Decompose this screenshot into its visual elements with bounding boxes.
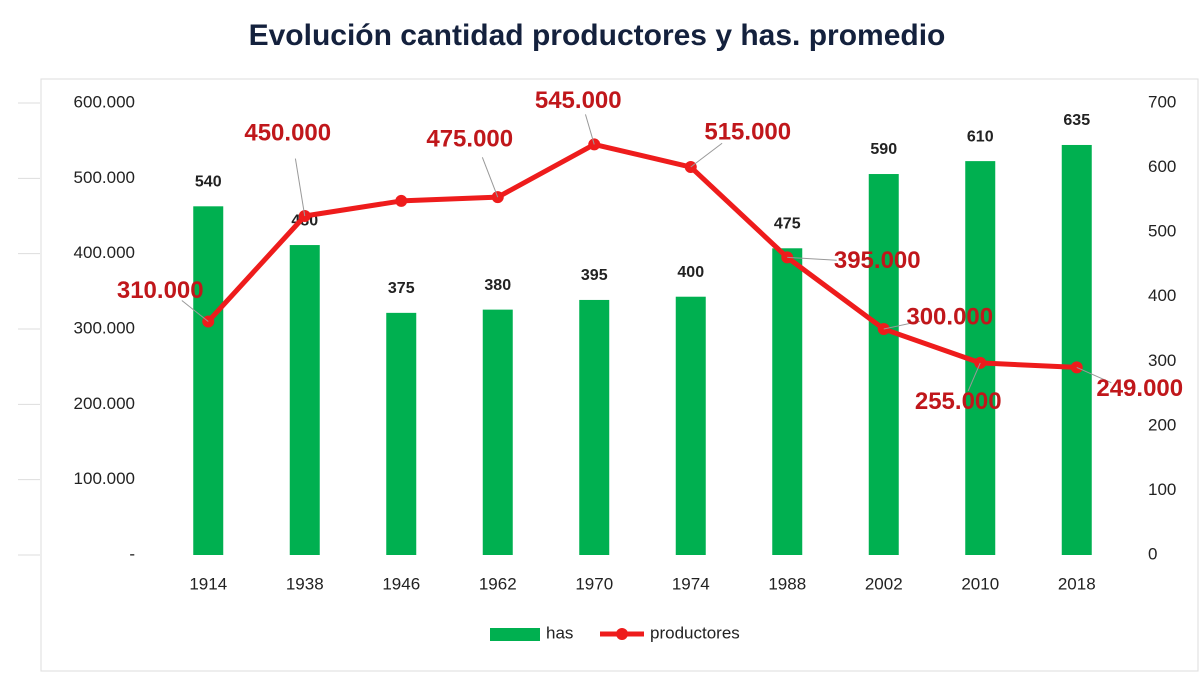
y2-tick-label: 400 — [1148, 286, 1176, 305]
y-tick-label: 500.000 — [74, 168, 135, 187]
bar-value-label: 375 — [388, 280, 415, 297]
bar-value-label: 590 — [870, 141, 897, 158]
bar — [772, 248, 803, 556]
bar-value-label: 395 — [581, 267, 608, 284]
y-tick-label: 100.000 — [74, 469, 135, 488]
bar — [1061, 144, 1092, 555]
x-tick-label: 2002 — [865, 574, 903, 593]
bar — [482, 309, 513, 555]
line-value-label: 515.000 — [704, 118, 791, 145]
y-tick-label: 300.000 — [74, 318, 135, 337]
y2-tick-label: 300 — [1148, 351, 1176, 370]
y2-tick-label: 600 — [1148, 157, 1176, 176]
bar — [193, 206, 224, 556]
bar-value-label: 400 — [677, 264, 704, 281]
y-tick-label: 200.000 — [74, 394, 135, 413]
line-value-label: 300.000 — [906, 303, 993, 330]
x-tick-label: 2010 — [961, 574, 999, 593]
legend-label: has — [546, 623, 573, 642]
bar-value-label: 610 — [967, 128, 994, 145]
leader-line — [584, 114, 595, 145]
bar-value-label: 380 — [484, 277, 511, 294]
line-point — [395, 194, 408, 207]
bar — [868, 174, 899, 555]
leader-line — [294, 158, 306, 217]
x-tick-label: 2018 — [1058, 574, 1096, 593]
legend-label: productores — [650, 623, 740, 642]
y2-tick-label: 0 — [1148, 544, 1157, 563]
line-value-label: 395.000 — [834, 247, 921, 274]
line — [206, 141, 1077, 370]
leader-line — [967, 362, 981, 392]
legend-swatch — [490, 628, 540, 641]
leader-line — [181, 300, 209, 322]
x-tick-label: 1974 — [672, 574, 710, 593]
x-tick-label: 1970 — [575, 574, 613, 593]
line-value-label: 255.000 — [915, 388, 1002, 415]
leader-line — [787, 256, 837, 261]
chart-title: Evolución cantidad productores y has. pr… — [249, 19, 946, 52]
y2-tick-label: 500 — [1148, 222, 1176, 241]
y-tick-label: 600.000 — [74, 92, 135, 111]
y-tick-label: 400.000 — [74, 243, 135, 262]
bar — [386, 312, 417, 555]
y2-tick-label: 100 — [1148, 480, 1176, 499]
x-tick-label: 1938 — [286, 574, 324, 593]
line-value-label: 545.000 — [535, 87, 622, 114]
bar-value-label: 475 — [774, 216, 801, 233]
bar-value-label: 635 — [1063, 112, 1090, 129]
leader-line — [883, 320, 921, 330]
line-value-label: 475.000 — [426, 126, 513, 153]
line-value-label: 450.000 — [244, 119, 331, 146]
y2-tick-label: 700 — [1148, 92, 1176, 111]
x-tick-label: 1946 — [382, 574, 420, 593]
bar — [289, 245, 320, 556]
bar-value-label: 540 — [195, 174, 222, 191]
leader-line — [690, 142, 723, 168]
leader-line — [1076, 366, 1112, 384]
x-tick-label: 1988 — [768, 574, 806, 593]
x-tick-label: 1914 — [189, 574, 227, 593]
bar — [579, 299, 610, 555]
bar — [675, 296, 706, 555]
y2-tick-label: 200 — [1148, 415, 1176, 434]
chart-frame — [40, 78, 1199, 672]
legend-swatch — [616, 628, 628, 640]
line-value-label: 310.000 — [117, 277, 204, 304]
y-tick-label: - — [129, 544, 135, 563]
x-tick-label: 1962 — [479, 574, 517, 593]
line-value-label: 249.000 — [1096, 375, 1183, 402]
leader-line — [481, 157, 499, 198]
